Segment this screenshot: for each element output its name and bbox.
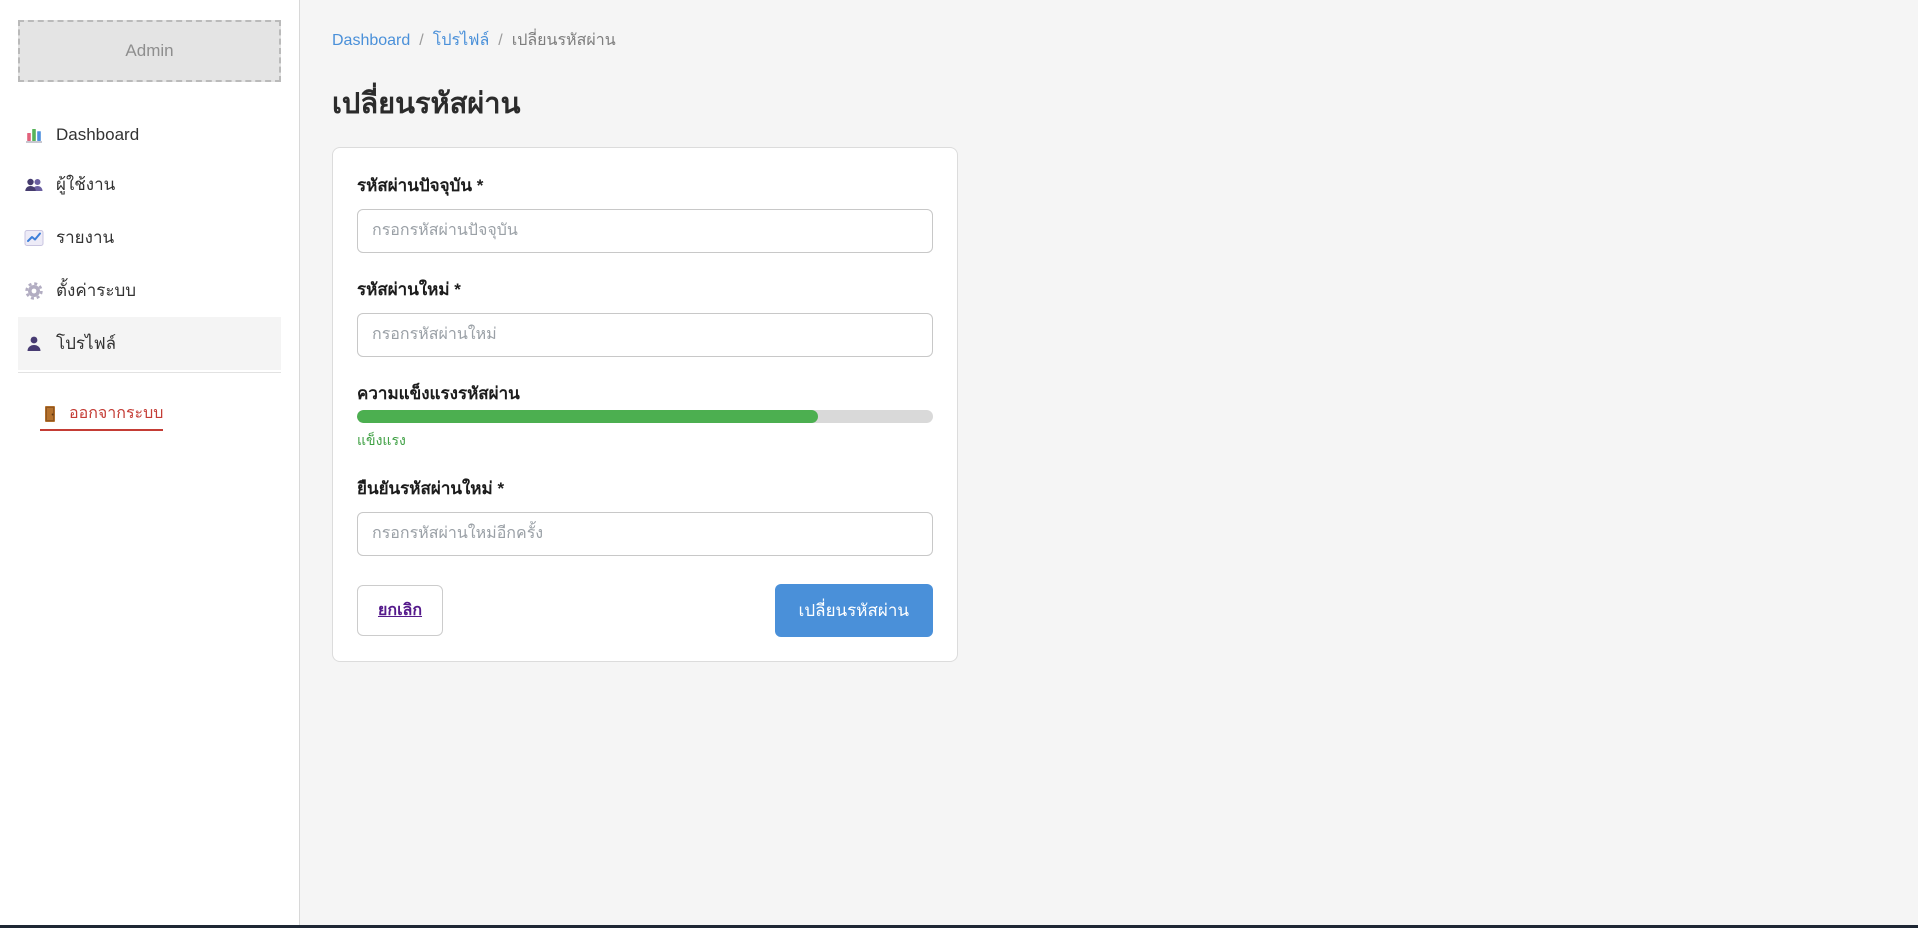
bottom-edge-bar <box>0 925 1918 928</box>
person-icon <box>24 334 44 354</box>
current-password-input[interactable] <box>357 209 933 253</box>
new-password-input[interactable] <box>357 313 933 357</box>
breadcrumb: Dashboard / โปรไฟล์ / เปลี่ยนรหัสผ่าน <box>332 28 1918 53</box>
logout-label: ออกจากระบบ <box>69 405 164 422</box>
sidebar-item-label: ตั้งค่าระบบ <box>56 281 137 300</box>
sidebar-item-profile[interactable]: โปรไฟล์ <box>18 317 281 370</box>
password-strength-group: ความแข็งแรงรหัสผ่าน แข็งแรง <box>357 380 933 452</box>
sidebar-item-settings[interactable]: ตั้งค่าระบบ <box>18 264 281 317</box>
password-strength-track <box>357 410 933 423</box>
breadcrumb-current: เปลี่ยนรหัสผ่าน <box>511 32 616 49</box>
password-strength-status: แข็งแรง <box>357 432 406 448</box>
new-password-label: รหัสผ่านใหม่ * <box>357 280 461 299</box>
bar-chart-icon <box>24 125 44 145</box>
users-icon <box>24 175 44 195</box>
sidebar-nav: Dashboard ผู้ใช้งาน รายงาน ตั้งค่าระบบ โ… <box>18 112 281 370</box>
sidebar-item-users[interactable]: ผู้ใช้งาน <box>18 158 281 211</box>
current-password-label: รหัสผ่านปัจจุบัน * <box>357 176 484 195</box>
password-strength-fill <box>357 410 818 423</box>
door-icon <box>40 404 60 424</box>
line-chart-icon <box>24 228 44 248</box>
cancel-button-label: ยกเลิก <box>378 602 423 619</box>
sidebar-item-label: รายงาน <box>56 228 115 247</box>
confirm-password-label: ยืนยันรหัสผ่านใหม่ * <box>357 479 505 498</box>
sidebar-item-label: ผู้ใช้งาน <box>56 175 116 194</box>
logo-text: Admin <box>125 41 174 60</box>
logo-placeholder: Admin <box>18 20 281 82</box>
sidebar-item-label: Dashboard <box>56 125 140 144</box>
breadcrumb-separator: / <box>498 31 503 49</box>
sidebar-item-dashboard[interactable]: Dashboard <box>18 112 281 158</box>
change-password-card: รหัสผ่านปัจจุบัน * รหัสผ่านใหม่ * ความแข… <box>332 147 958 662</box>
main-content: Dashboard / โปรไฟล์ / เปลี่ยนรหัสผ่าน เป… <box>300 0 1918 928</box>
sidebar-item-reports[interactable]: รายงาน <box>18 211 281 264</box>
sidebar-divider <box>18 372 281 373</box>
breadcrumb-dashboard[interactable]: Dashboard <box>332 31 411 49</box>
new-password-group: รหัสผ่านใหม่ * <box>357 276 933 357</box>
gear-icon <box>24 281 44 301</box>
page-title: เปลี่ยนรหัสผ่าน <box>332 88 521 120</box>
breadcrumb-separator: / <box>419 31 424 49</box>
current-password-group: รหัสผ่านปัจจุบัน * <box>357 172 933 253</box>
cancel-button[interactable]: ยกเลิก <box>357 585 444 636</box>
change-password-button[interactable]: เปลี่ยนรหัสผ่าน <box>774 584 933 637</box>
confirm-password-input[interactable] <box>357 512 933 556</box>
breadcrumb-profile[interactable]: โปรไฟล์ <box>432 32 490 49</box>
confirm-password-group: ยืนยันรหัสผ่านใหม่ * <box>357 475 933 556</box>
sidebar: Admin Dashboard ผู้ใช้งาน รายงาน ตั้งค่า… <box>0 0 300 928</box>
logout-link[interactable]: ออกจากระบบ <box>40 401 164 431</box>
password-strength-label: ความแข็งแรงรหัสผ่าน <box>357 384 520 403</box>
sidebar-item-label: โปรไฟล์ <box>56 334 117 353</box>
form-actions: ยกเลิก เปลี่ยนรหัสผ่าน <box>357 584 933 637</box>
